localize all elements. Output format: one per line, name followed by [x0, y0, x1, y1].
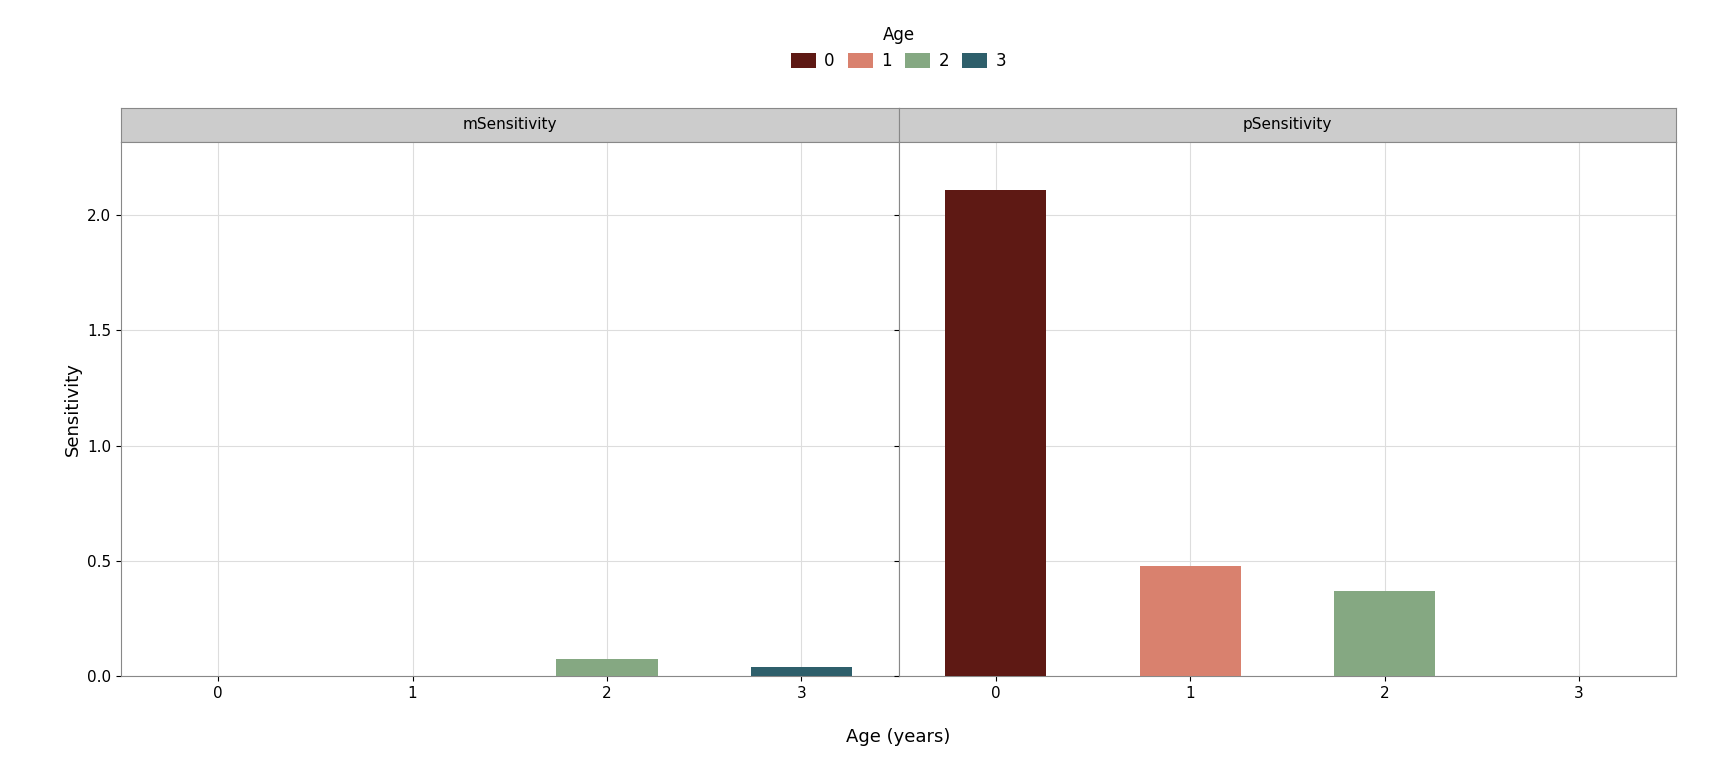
- Text: pSensitivity: pSensitivity: [1242, 117, 1332, 132]
- Bar: [1140, 567, 1241, 676]
- Bar: [750, 667, 852, 676]
- Text: mSensitivity: mSensitivity: [463, 117, 556, 132]
- Bar: [556, 659, 657, 676]
- Bar: [1334, 591, 1434, 676]
- Legend: 0, 1, 2, 3: 0, 1, 2, 3: [785, 19, 1013, 77]
- Text: Age (years): Age (years): [847, 728, 950, 746]
- Y-axis label: Sensitivity: Sensitivity: [64, 362, 81, 455]
- Bar: [945, 190, 1047, 676]
